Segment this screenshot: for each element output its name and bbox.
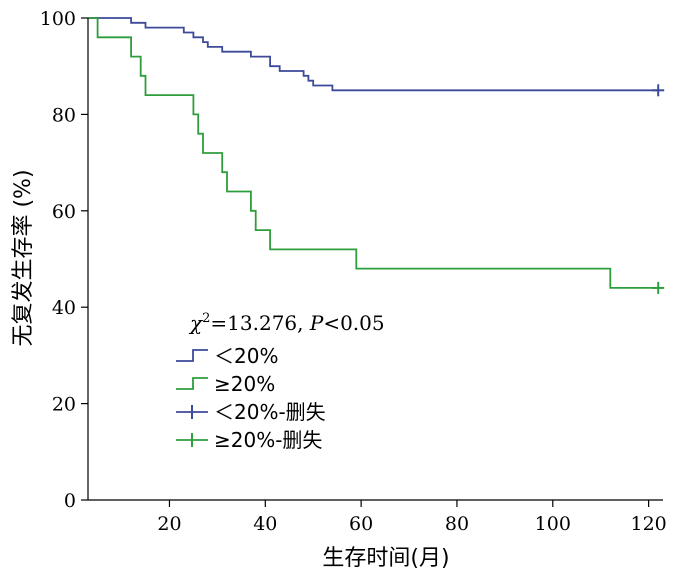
chi-symbol: χ [188,311,204,335]
y-tick-label-80: 80 [52,104,76,126]
legend-label-4: ≥20%-删失 [214,428,322,452]
legend-label-2: ≥20% [214,372,275,396]
legend-swatch-1 [176,349,208,362]
p-symbol: P [309,311,324,335]
legend-item-4: ≥20%-删失 [176,428,322,452]
censor-mark-1-1 [652,84,665,97]
y-tick-label-20: 20 [52,394,76,416]
censor-marks [652,84,665,294]
legend: ＜20% ≥20% ＜20%-删失 ≥20%-删失 [176,344,326,452]
censor-mark-2-1 [652,281,665,294]
legend-swatch-2 [176,377,208,390]
y-axis-title: 无复发生存率 (%) [11,169,36,346]
axis-ticks [81,17,650,507]
legend-label-1: ＜20% [214,344,278,368]
survival-curve-1 [88,17,659,92]
chi-value: =13.276, [210,311,309,335]
p-value: <0.05 [323,311,384,335]
statistics-annotation: χ2=13.276, P<0.05 [188,311,385,335]
legend-item-1: ＜20% [176,344,278,368]
x-tick-label-40: 40 [253,513,277,535]
legend-item-2: ≥20% [176,372,275,396]
y-tick-label-60: 60 [52,201,76,223]
chi-exponent: 2 [202,311,210,326]
x-tick-label-80: 80 [445,513,469,535]
y-tick-label-0: 0 [64,490,76,512]
x-tick-label-120: 120 [630,513,666,535]
x-tick-label-60: 60 [349,513,373,535]
x-axis-title: 生存时间(月) [322,546,449,571]
legend-swatch-3 [176,405,208,419]
tick-labels: 0 20 40 60 80 100 20 40 60 80 100 120 [40,8,667,535]
survival-curve-2 [88,17,659,289]
survival-curves [88,17,659,289]
legend-label-3: ＜20%-删失 [214,400,326,424]
x-tick-label-20: 20 [157,513,181,535]
x-tick-label-100: 100 [535,513,571,535]
axes [87,18,663,501]
legend-item-3: ＜20%-删失 [176,400,326,424]
y-tick-label-100: 100 [40,8,76,30]
legend-swatch-4 [176,433,208,447]
y-tick-label-40: 40 [52,297,76,319]
